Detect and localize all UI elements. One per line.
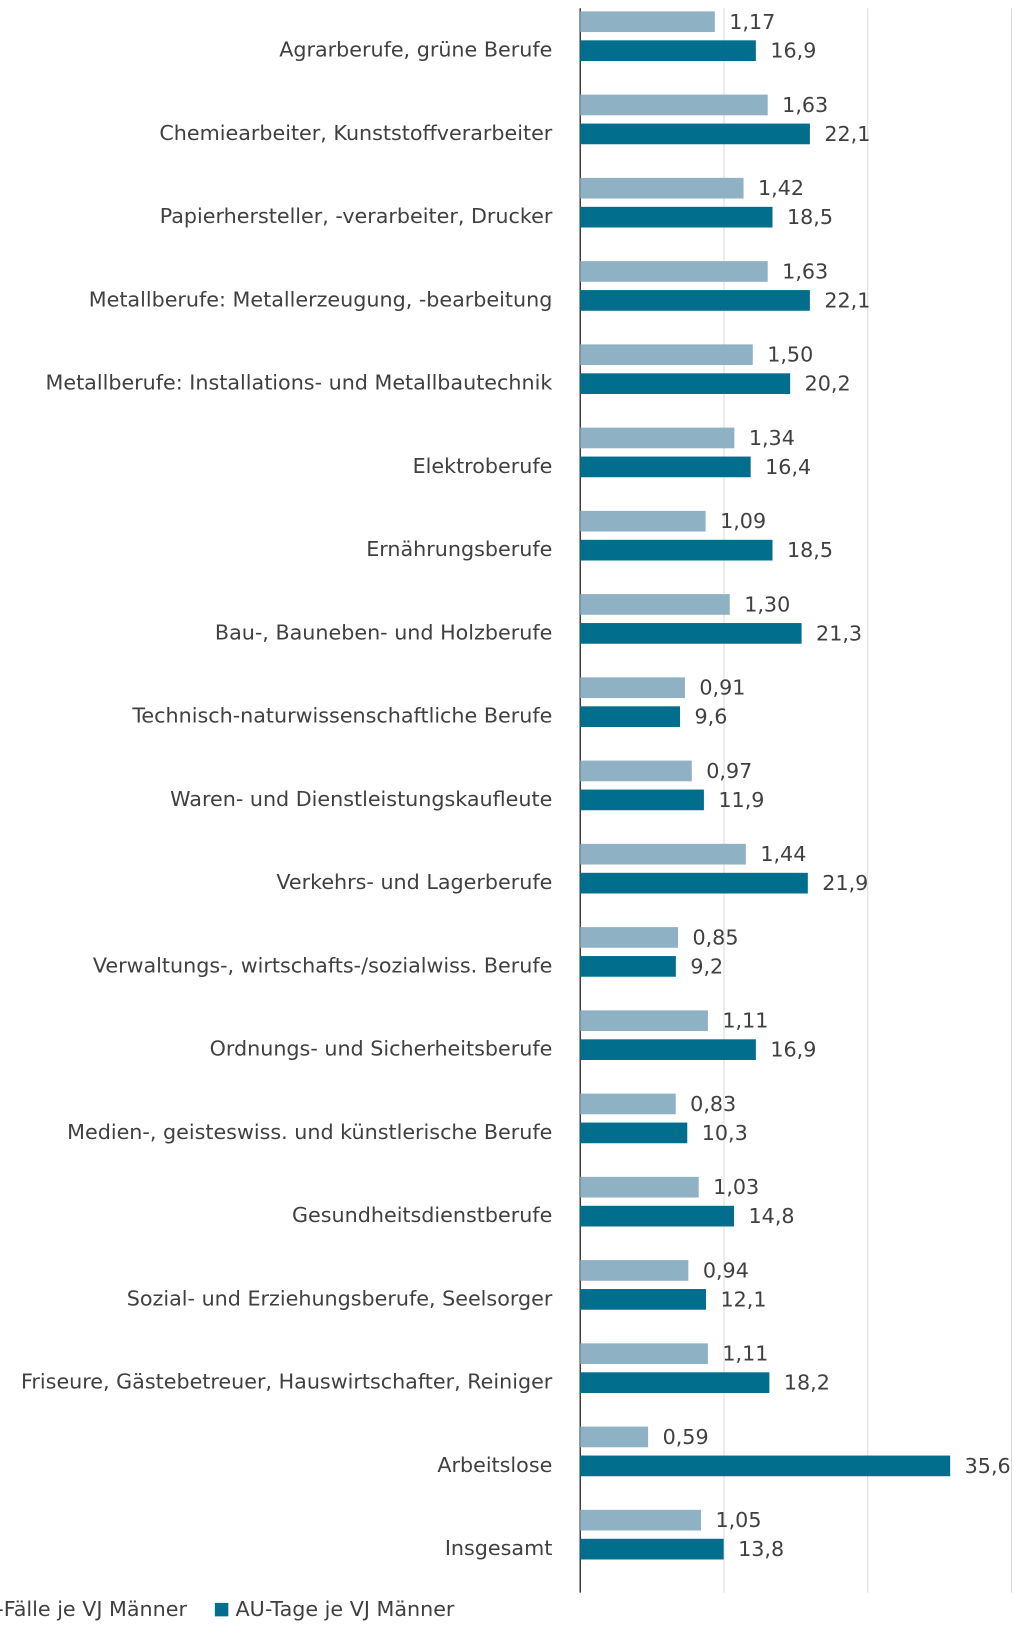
value-label: 13,8 (738, 1537, 784, 1561)
bar (580, 1372, 770, 1393)
bar (580, 290, 810, 311)
value-label: 0,85 (692, 925, 738, 949)
value-label: 22,1 (824, 122, 870, 146)
category-label: Elektroberufe (413, 454, 553, 478)
value-label: 21,3 (816, 621, 862, 645)
category-label: Insgesamt (445, 1536, 553, 1560)
bar (580, 843, 746, 865)
bar (580, 872, 808, 894)
value-label: 1,50 (767, 343, 813, 367)
value-label: 1,17 (729, 10, 775, 34)
value-label: 22,1 (824, 288, 870, 312)
value-label: 18,5 (787, 205, 833, 229)
bar (580, 594, 730, 615)
category-label: Chemiearbeiter, Kunststoffverarbeiter (159, 121, 552, 145)
bar (580, 11, 715, 33)
category-label: Verwaltungs-, wirtschafts-/sozialwiss. B… (93, 953, 552, 977)
bar (580, 123, 810, 145)
value-label: 12,1 (720, 1287, 766, 1311)
category-label: Technisch-naturwissenschaftliche Berufe (131, 704, 552, 728)
bar (580, 1039, 756, 1060)
value-label: 1,03 (713, 1175, 759, 1199)
bar (580, 1260, 689, 1281)
category-label: Ernährungsberufe (366, 537, 552, 561)
bar (580, 40, 756, 62)
bar (580, 94, 768, 116)
category-label: Gesundheitsdienstberufe (292, 1203, 552, 1227)
value-label: 20,2 (805, 372, 851, 396)
value-label: 21,9 (822, 871, 868, 895)
bar (580, 1289, 706, 1310)
legend-label: AU-Fälle je VJ Männer (0, 1597, 187, 1621)
bar (580, 456, 751, 478)
category-label: Waren- und Dienstleistungskaufleute (170, 787, 552, 811)
bar (580, 789, 704, 811)
value-label: 14,8 (749, 1204, 795, 1228)
value-label: 9,2 (690, 954, 723, 978)
value-label: 1,34 (749, 426, 795, 450)
bar (580, 1538, 724, 1560)
bar (580, 1455, 951, 1477)
bar (580, 510, 706, 532)
value-label: 1,44 (760, 842, 806, 866)
bar (580, 261, 768, 282)
bar (580, 1205, 735, 1227)
value-label: 1,30 (744, 592, 790, 616)
bar (580, 623, 802, 644)
value-label: 1,05 (715, 1508, 761, 1532)
value-label: 0,83 (690, 1092, 736, 1116)
bar (580, 677, 685, 699)
category-label: Bau-, Bauneben- und Holzberufe (215, 620, 552, 644)
value-label: 16,9 (770, 39, 816, 63)
value-label: 16,9 (770, 1038, 816, 1062)
bar (580, 373, 791, 395)
bar (580, 1176, 699, 1198)
value-label: 35,6 (965, 1454, 1011, 1478)
legend-marker (214, 1602, 229, 1617)
category-label: Verkehrs- und Lagerberufe (276, 870, 552, 894)
bar (580, 177, 744, 199)
value-label: 0,59 (663, 1425, 709, 1449)
value-label: 0,97 (706, 759, 752, 783)
value-label: 10,3 (702, 1121, 748, 1145)
value-label: 1,09 (720, 509, 766, 533)
value-label: 18,2 (784, 1371, 830, 1395)
value-label: 18,5 (787, 538, 833, 562)
category-label: Agrarberufe, grüne Berufe (279, 38, 552, 62)
value-label: 1,63 (782, 259, 828, 283)
category-label: Papierhersteller, -verarbeiter, Drucker (160, 204, 553, 228)
category-label: Medien-, geisteswiss. und künstlerische … (67, 1120, 552, 1144)
bar (580, 1509, 701, 1531)
category-label: Sozial- und Erziehungsberufe, Seelsorger (127, 1286, 553, 1310)
bar (580, 539, 773, 561)
bar (580, 1093, 676, 1115)
category-label: Metallberufe: Metallerzeugung, -bearbeit… (89, 287, 553, 311)
bar (580, 927, 678, 948)
category-label: Ordnungs- und Sicherheitsberufe (210, 1037, 553, 1061)
value-label: 1,11 (722, 1009, 768, 1033)
bar (580, 206, 773, 228)
value-label: 1,63 (782, 93, 828, 117)
bar (580, 1122, 688, 1144)
bar (580, 956, 676, 977)
value-label: 0,91 (699, 676, 745, 700)
value-label: 16,4 (765, 455, 811, 479)
legend-label: AU-Tage je VJ Männer (236, 1597, 455, 1621)
value-label: 11,9 (718, 788, 764, 812)
bar (580, 1426, 649, 1448)
value-label: 0,94 (703, 1258, 749, 1282)
bar (580, 1343, 708, 1365)
category-label: Arbeitslose (437, 1453, 552, 1477)
category-label: Friseure, Gästebetreuer, Hauswirtschafte… (21, 1370, 553, 1394)
bar (580, 427, 735, 449)
value-label: 1,42 (758, 176, 804, 200)
bar (580, 760, 692, 782)
bar (580, 1010, 708, 1032)
bar (580, 706, 681, 727)
value-label: 1,11 (722, 1342, 768, 1366)
value-label: 9,6 (694, 705, 727, 729)
category-label: Metallberufe: Installations- und Metallb… (46, 371, 553, 395)
bar (580, 344, 753, 366)
